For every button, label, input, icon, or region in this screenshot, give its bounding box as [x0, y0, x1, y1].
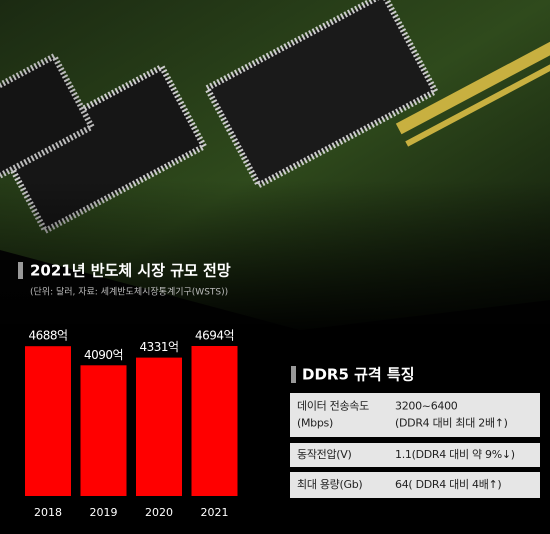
x-tick-label: 2021	[201, 506, 229, 519]
table-row	[290, 472, 540, 498]
chart-subtitle: (단위: 달러, 자료: 세계반도체시장통계기구(WSTS))	[30, 286, 228, 298]
table-cell: 데이터 전송속도	[297, 400, 369, 413]
spec-table: 데이터 전송속도 (Mbps) 3200~6400 (DDR4 대비 최대 2배↑) 동…	[290, 393, 540, 498]
table-cell: (DDR4 대비 최대 2배↑)	[395, 417, 508, 430]
table-row	[290, 393, 540, 437]
table-title: DDR5 규격 특징	[302, 366, 415, 384]
bar-chart: 4688억 2018 4090억 2019 4331억 2020 4694억 2021	[25, 329, 238, 519]
table-cell: 64( DDR4 대비 4배↑)	[395, 478, 501, 491]
chart-title: 2021년 반도체 시장 규모 전망	[30, 262, 231, 280]
table-cell: 동작전압(V)	[297, 448, 352, 461]
table-cell: 최대 용량(Gb)	[297, 478, 362, 491]
table-row	[290, 443, 540, 467]
value-label: 4331억	[139, 340, 178, 354]
value-label: 4090억	[84, 348, 123, 362]
table-cell: (Mbps)	[297, 417, 333, 430]
x-tick-label: 2018	[34, 506, 62, 519]
table-cell: 1.1(DDR4 대비 약 9%↓)	[395, 447, 515, 461]
value-label: 4694억	[195, 329, 234, 343]
bar	[25, 346, 71, 496]
bar	[191, 346, 238, 496]
table-marker	[291, 366, 296, 383]
bar	[80, 365, 127, 496]
x-tick-label: 2020	[145, 506, 173, 519]
value-label: 4688억	[28, 329, 67, 343]
x-tick-label: 2019	[90, 506, 118, 519]
table-cell: 3200~6400	[395, 400, 458, 413]
bar	[136, 357, 182, 496]
title-marker	[18, 262, 23, 279]
